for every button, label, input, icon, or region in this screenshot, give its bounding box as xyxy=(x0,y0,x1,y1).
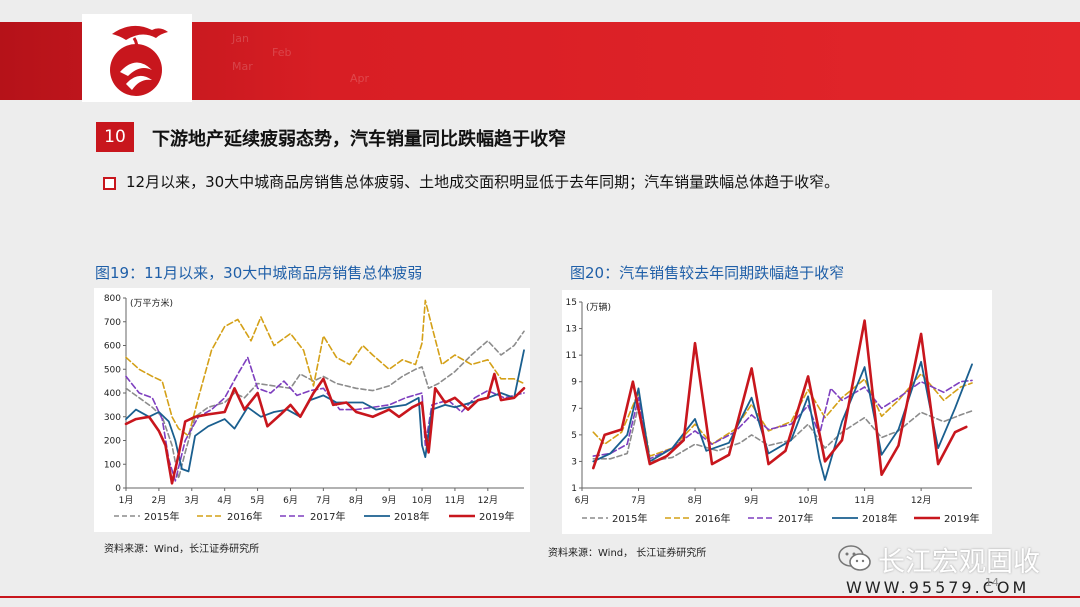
x-tick-label: 9月 xyxy=(744,495,759,506)
y-tick-label: 1 xyxy=(571,484,577,494)
chart-19-panel: 0 100 200 300 400 500 600 700 800 1月 2月 3月 4月 5月 6月 7月 8… xyxy=(94,288,530,532)
x-tick-label: 5月 xyxy=(250,495,265,506)
series-line-3 xyxy=(125,349,525,473)
chart-20-panel: 1 3 5 7 9 11 13 15 6月 7月 8月 9月 10月 11月 12月 (万辆) 2015年 201… xyxy=(562,290,992,534)
y-tick-label: 13 xyxy=(566,325,577,335)
series-line-4 xyxy=(124,372,526,485)
x-tick-label: 11月 xyxy=(854,495,874,506)
brand-logo xyxy=(82,14,192,102)
legend-label: 2016年 xyxy=(695,512,730,525)
x-tick-label: 11月 xyxy=(445,495,465,506)
y-tick-label: 600 xyxy=(104,342,121,352)
x-tick-label: 10月 xyxy=(412,495,432,506)
chart-19-svg: 0 100 200 300 400 500 600 700 800 1月 2月 3月 4月 5月 6月 7月 8… xyxy=(104,294,526,523)
x-tick-label: 10月 xyxy=(798,495,818,506)
x-tick-label: 12月 xyxy=(911,495,931,506)
figure-20-title: 图20：汽车销售较去年同期跌幅趋于收窄 xyxy=(570,264,845,282)
legend-label: 2015年 xyxy=(144,510,179,523)
section-title: 下游地产延续疲弱态势，汽车销量同比跌幅趋于收窄 xyxy=(152,129,566,150)
y-tick-label: 15 xyxy=(566,298,577,308)
bullet-text: 12月以来，30大中城商品房销售总体疲弱、土地成交面积明显低于去年同期；汽车销量… xyxy=(126,173,840,191)
x-tick-label: 6月 xyxy=(283,495,298,506)
y-tick-label: 0 xyxy=(115,484,121,494)
x-tick-label: 1月 xyxy=(119,495,134,506)
y-tick-label: 7 xyxy=(571,404,577,414)
x-tick-label: 8月 xyxy=(688,495,703,506)
x-tick-label: 9月 xyxy=(382,495,397,506)
figure-19-source: 资料来源：Wind，长江证券研究所 xyxy=(104,544,260,555)
y-tick-label: 400 xyxy=(104,389,121,399)
bullet-square-icon xyxy=(103,177,116,190)
x-tick-label: 4月 xyxy=(217,495,232,506)
dragon-logo-icon xyxy=(110,25,168,96)
banner-ghost-text: Mar xyxy=(232,60,253,73)
legend-label: 2017年 xyxy=(778,512,813,525)
banner-ghost-text: Feb xyxy=(272,46,292,59)
section-number: 10 xyxy=(96,122,134,152)
website-url: WWW.95579.COM xyxy=(846,578,1030,597)
figure-20-source: 资料来源：Wind， 长江证券研究所 xyxy=(548,548,707,559)
legend-label: 2017年 xyxy=(310,510,345,523)
unit-label: (万平方米) xyxy=(130,297,173,309)
banner-ghost-text: Apr xyxy=(350,72,370,85)
wechat-icon xyxy=(838,545,871,571)
page-number: 14 xyxy=(985,576,999,589)
figure-19-title: 图19：11月以来，30大中城商品房销售总体疲弱 xyxy=(95,264,423,282)
series-line-2 xyxy=(592,379,973,460)
y-tick-label: 5 xyxy=(571,431,577,441)
x-tick-label: 3月 xyxy=(184,495,199,506)
legend-label: 2015年 xyxy=(612,512,647,525)
legend-label: 2019年 xyxy=(479,510,514,523)
legend-label: 2019年 xyxy=(944,512,979,525)
y-tick-label: 700 xyxy=(104,318,121,328)
y-tick-label: 200 xyxy=(104,437,121,447)
y-tick-label: 100 xyxy=(104,460,121,470)
series-line-1 xyxy=(125,299,525,437)
y-tick-label: 800 xyxy=(104,294,121,304)
watermark-brand: 长江宏观固收 xyxy=(878,547,1040,578)
y-tick-label: 11 xyxy=(566,351,577,361)
legend-label: 2018年 xyxy=(394,510,429,523)
y-tick-label: 300 xyxy=(104,413,121,423)
series-line-2 xyxy=(125,356,525,482)
y-tick-label: 9 xyxy=(571,378,577,388)
y-tick-label: 3 xyxy=(571,457,577,467)
footer-rule xyxy=(0,596,1080,598)
series-line-0 xyxy=(125,330,525,480)
x-tick-label: 12月 xyxy=(478,495,498,506)
x-tick-label: 7月 xyxy=(631,495,646,506)
x-tick-label: 8月 xyxy=(349,495,364,506)
unit-label: (万辆) xyxy=(586,301,611,313)
banner-ghost-text: Jan xyxy=(232,32,249,45)
legend-label: 2016年 xyxy=(227,510,262,523)
x-tick-label: 6月 xyxy=(575,495,590,506)
series-line-4 xyxy=(592,319,968,476)
y-tick-label: 500 xyxy=(104,365,121,375)
x-tick-label: 2月 xyxy=(152,495,167,506)
legend-label: 2018年 xyxy=(862,512,897,525)
x-tick-label: 7月 xyxy=(316,495,331,506)
